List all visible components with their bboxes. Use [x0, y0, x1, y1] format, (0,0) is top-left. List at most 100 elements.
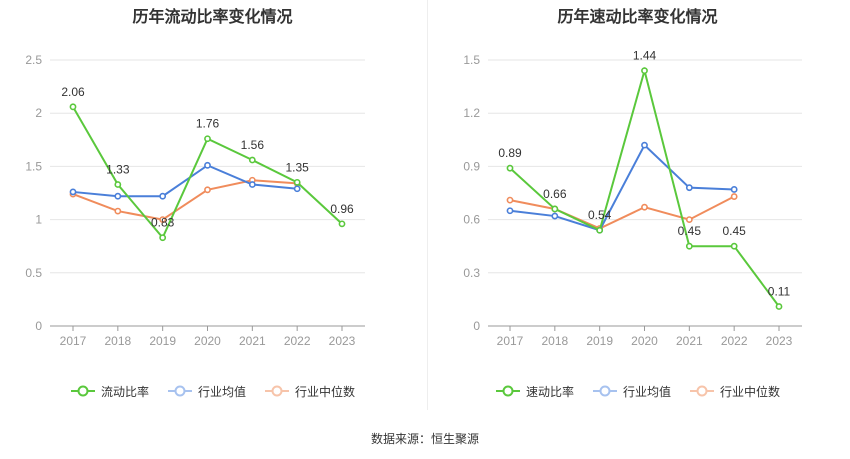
y-tick-label: 1.5 [463, 53, 480, 67]
data-point-main [641, 67, 648, 75]
y-tick-label: 1 [35, 213, 42, 227]
data-point-main [685, 242, 693, 250]
legend-median-icon [265, 385, 289, 397]
data-point-industry-average [685, 184, 693, 192]
data-point-main [596, 226, 604, 234]
data-point-industry-average [114, 192, 122, 200]
y-tick-label: 0 [473, 319, 480, 333]
data-label: 0.66 [543, 187, 567, 201]
legend: 流动比率 行业均值 行业中位数 [0, 381, 425, 401]
legend-label: 流动比率 [100, 384, 149, 399]
legend-item-industry-median[interactable]: 行业中位数 [689, 383, 780, 400]
data-point-main [506, 164, 514, 172]
quick-ratio-chart-panel: 历年速动比率变化情况 0 0.3 0.6 0.9 1.2 1.5 2017 2018 2019 2… [425, 0, 850, 420]
current-ratio-chart-panel: 历年流动比率变化情况 0 0.5 1 1.5 2 2.5 2017 2018 2019 2020 2… [0, 0, 425, 420]
x-tick-label: 2020 [194, 334, 221, 348]
data-point-main [775, 303, 783, 310]
data-point-industry-average [159, 192, 167, 200]
legend-label: 行业中位数 [720, 384, 781, 399]
series-line-industry-median [72, 179, 298, 221]
x-tick-label: 2021 [676, 334, 703, 348]
legend: 速动比率 行业均值 行业中位数 [425, 381, 850, 401]
data-point-industry-median [641, 203, 648, 211]
data-point-main [69, 103, 77, 111]
data-point-industry-average [506, 207, 514, 215]
series-line-industry-average [509, 143, 735, 232]
x-tick-label: 2023 [329, 334, 356, 348]
legend-item-main[interactable]: 速动比率 [495, 383, 574, 400]
x-tick-label: 2022 [284, 334, 311, 348]
y-tick-label: 1.2 [463, 106, 480, 120]
y-tick-label: 1.5 [25, 159, 42, 173]
legend-main-icon [70, 385, 95, 397]
data-source-note: 数据来源：恒生聚源 [370, 432, 479, 446]
panel-divider [427, 0, 428, 410]
chart-title: 历年速动比率变化情况 [557, 9, 718, 26]
chart-title: 历年流动比率变化情况 [132, 9, 293, 26]
legend-label: 行业中位数 [295, 384, 356, 399]
data-label: 2.06 [61, 85, 85, 99]
quick-ratio-chart: 0 0.3 0.6 0.9 1.2 1.5 2017 2018 2019 2020 2021 2022… [463, 49, 802, 348]
x-tick-label: 2019 [586, 334, 613, 348]
legend-label: 行业均值 [197, 384, 246, 399]
legend-item-industry-median[interactable]: 行业中位数 [264, 383, 355, 400]
data-point-industry-average [293, 185, 301, 193]
legend-item-industry-average[interactable]: 行业均值 [592, 383, 671, 400]
data-label: 1.76 [196, 117, 220, 131]
legend-median-icon [690, 385, 714, 397]
data-point-main [551, 205, 559, 213]
data-point-industry-median [159, 216, 167, 223]
legend-main-icon [495, 385, 520, 397]
current-ratio-chart: 0 0.5 1 1.5 2 2.5 2017 2018 2019 2020 2021 2022 2023… [25, 53, 365, 348]
x-tick-label: 2018 [541, 334, 568, 348]
x-tick-label: 2017 [60, 334, 87, 348]
data-point-industry-average [248, 181, 256, 188]
legend-label: 行业均值 [622, 384, 671, 399]
y-tick-label: 2.5 [25, 53, 42, 67]
data-point-main [159, 234, 167, 242]
data-label: 1.33 [106, 162, 130, 176]
legend-average-icon [167, 385, 192, 397]
data-label: 0.54 [588, 208, 612, 222]
data-point-industry-average [641, 141, 648, 149]
data-point-main [204, 135, 211, 143]
x-tick-label: 2022 [721, 334, 748, 348]
y-tick-label: 2 [35, 106, 42, 120]
x-tick-label: 2020 [631, 334, 658, 348]
legend-item-main[interactable]: 流动比率 [70, 383, 149, 400]
data-point-industry-average [69, 188, 77, 196]
data-point-industry-median [730, 193, 738, 200]
y-tick-label: 0.5 [25, 266, 42, 280]
legend-item-industry-average[interactable]: 行业均值 [167, 383, 246, 400]
data-point-main [338, 220, 346, 228]
data-point-industry-average [730, 186, 738, 193]
y-tick-label: 0.3 [463, 266, 480, 280]
data-label: 0.96 [330, 202, 354, 216]
x-tick-label: 2021 [239, 334, 266, 348]
x-tick-label: 2019 [149, 334, 176, 348]
data-point-industry-average [551, 212, 559, 220]
data-point-industry-median [506, 196, 514, 204]
data-point-main [293, 178, 301, 186]
data-label: 0.83 [151, 216, 175, 230]
data-label: 1.35 [285, 160, 309, 174]
data-point-industry-median [114, 207, 122, 215]
x-tick-label: 2018 [104, 334, 131, 348]
data-point-industry-average [204, 161, 211, 169]
legend-average-icon [592, 385, 617, 397]
data-point-main [114, 181, 122, 188]
data-label: 0.45 [678, 224, 702, 238]
x-tick-label: 2017 [497, 334, 524, 348]
series-line-industry-median [509, 195, 735, 230]
data-point-industry-median [204, 186, 211, 194]
legend-label: 速动比率 [525, 384, 574, 399]
y-tick-label: 0 [35, 319, 42, 333]
data-point-industry-median [685, 216, 693, 223]
y-tick-label: 0.9 [463, 159, 480, 173]
data-label: 0.45 [722, 224, 746, 238]
data-point-main [248, 156, 256, 164]
data-label: 0.89 [498, 146, 522, 160]
x-tick-label: 2023 [766, 334, 793, 348]
y-tick-label: 0.6 [463, 213, 480, 227]
data-label: 1.56 [241, 138, 265, 152]
